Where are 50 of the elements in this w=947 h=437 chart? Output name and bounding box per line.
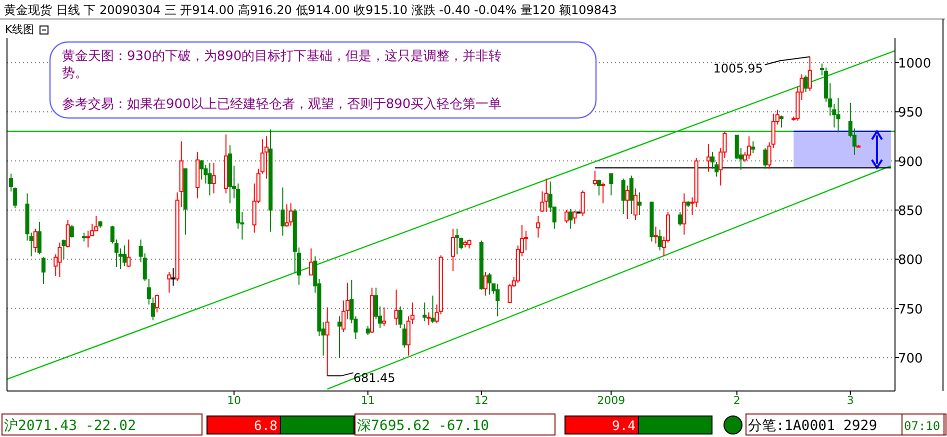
x-tick-label: 2009	[597, 394, 626, 407]
text: 9.4	[612, 419, 636, 434]
candlestick	[451, 228, 456, 272]
candlestick	[25, 192, 30, 242]
y-tick-label: 800	[898, 253, 923, 268]
candlestick	[228, 144, 232, 204]
annotation: 参考交易：如果在900以上已经建轻仓者，观望，否则于890买入轻仓第一单	[62, 96, 502, 112]
candlestick	[280, 186, 285, 236]
candlestick	[268, 128, 273, 232]
annotation: 黄金天图：930的下破，为890的目标打下基础，但是，这只是调整，并非转势。	[62, 49, 502, 81]
candlestick	[536, 215, 540, 238]
candlestick	[236, 183, 240, 230]
candlestick	[86, 230, 90, 248]
candlestick	[633, 188, 638, 220]
candlestick	[264, 136, 269, 180]
text: 6.8	[254, 419, 278, 434]
candlestick	[682, 192, 686, 236]
y-tick-label: 950	[898, 106, 923, 121]
x-tick-label: 2	[733, 394, 740, 407]
annotation: 1005.95	[713, 62, 763, 76]
candlestick	[208, 162, 212, 196]
candlestick	[394, 289, 398, 326]
candlestick	[58, 242, 62, 278]
chart-title: 黄金现货 日线 下 20090304 三 开914.00 高916.20 低914.00 收915.10 涨跌 -0.40 -0.04% 量120 额109843	[4, 3, 617, 17]
y-tick-label: 900	[898, 154, 923, 170]
text: 沪2071.43 -22.02	[4, 418, 136, 434]
chart-subtitle: K线图	[5, 23, 34, 36]
y-tick-label: 850	[898, 204, 923, 220]
candlestick	[638, 192, 642, 216]
text: 分笔:1A0001 2929	[748, 418, 878, 434]
candlestick	[325, 306, 330, 376]
candlestick	[224, 134, 228, 194]
x-tick-label: 11	[360, 394, 375, 407]
x-tick-label: 12	[474, 394, 488, 407]
candlestick	[706, 144, 710, 172]
text: 07:10	[904, 419, 940, 433]
candlestick	[544, 178, 548, 213]
y-tick-label: 1000	[898, 56, 932, 72]
y-tick-label: 750	[898, 302, 923, 318]
text: 深7695.62 -67.10	[357, 418, 490, 434]
candlestick	[196, 152, 200, 199]
x-tick-label: 10	[227, 394, 242, 407]
candlestick	[836, 97, 840, 133]
candlestick	[625, 184, 630, 220]
candlestick	[654, 226, 658, 244]
candlestick	[212, 162, 216, 194]
annotation: 681.45	[353, 370, 396, 385]
x-tick-label: 3	[846, 394, 854, 407]
candlestick	[710, 152, 715, 170]
y-tick-label: 700	[898, 352, 923, 367]
